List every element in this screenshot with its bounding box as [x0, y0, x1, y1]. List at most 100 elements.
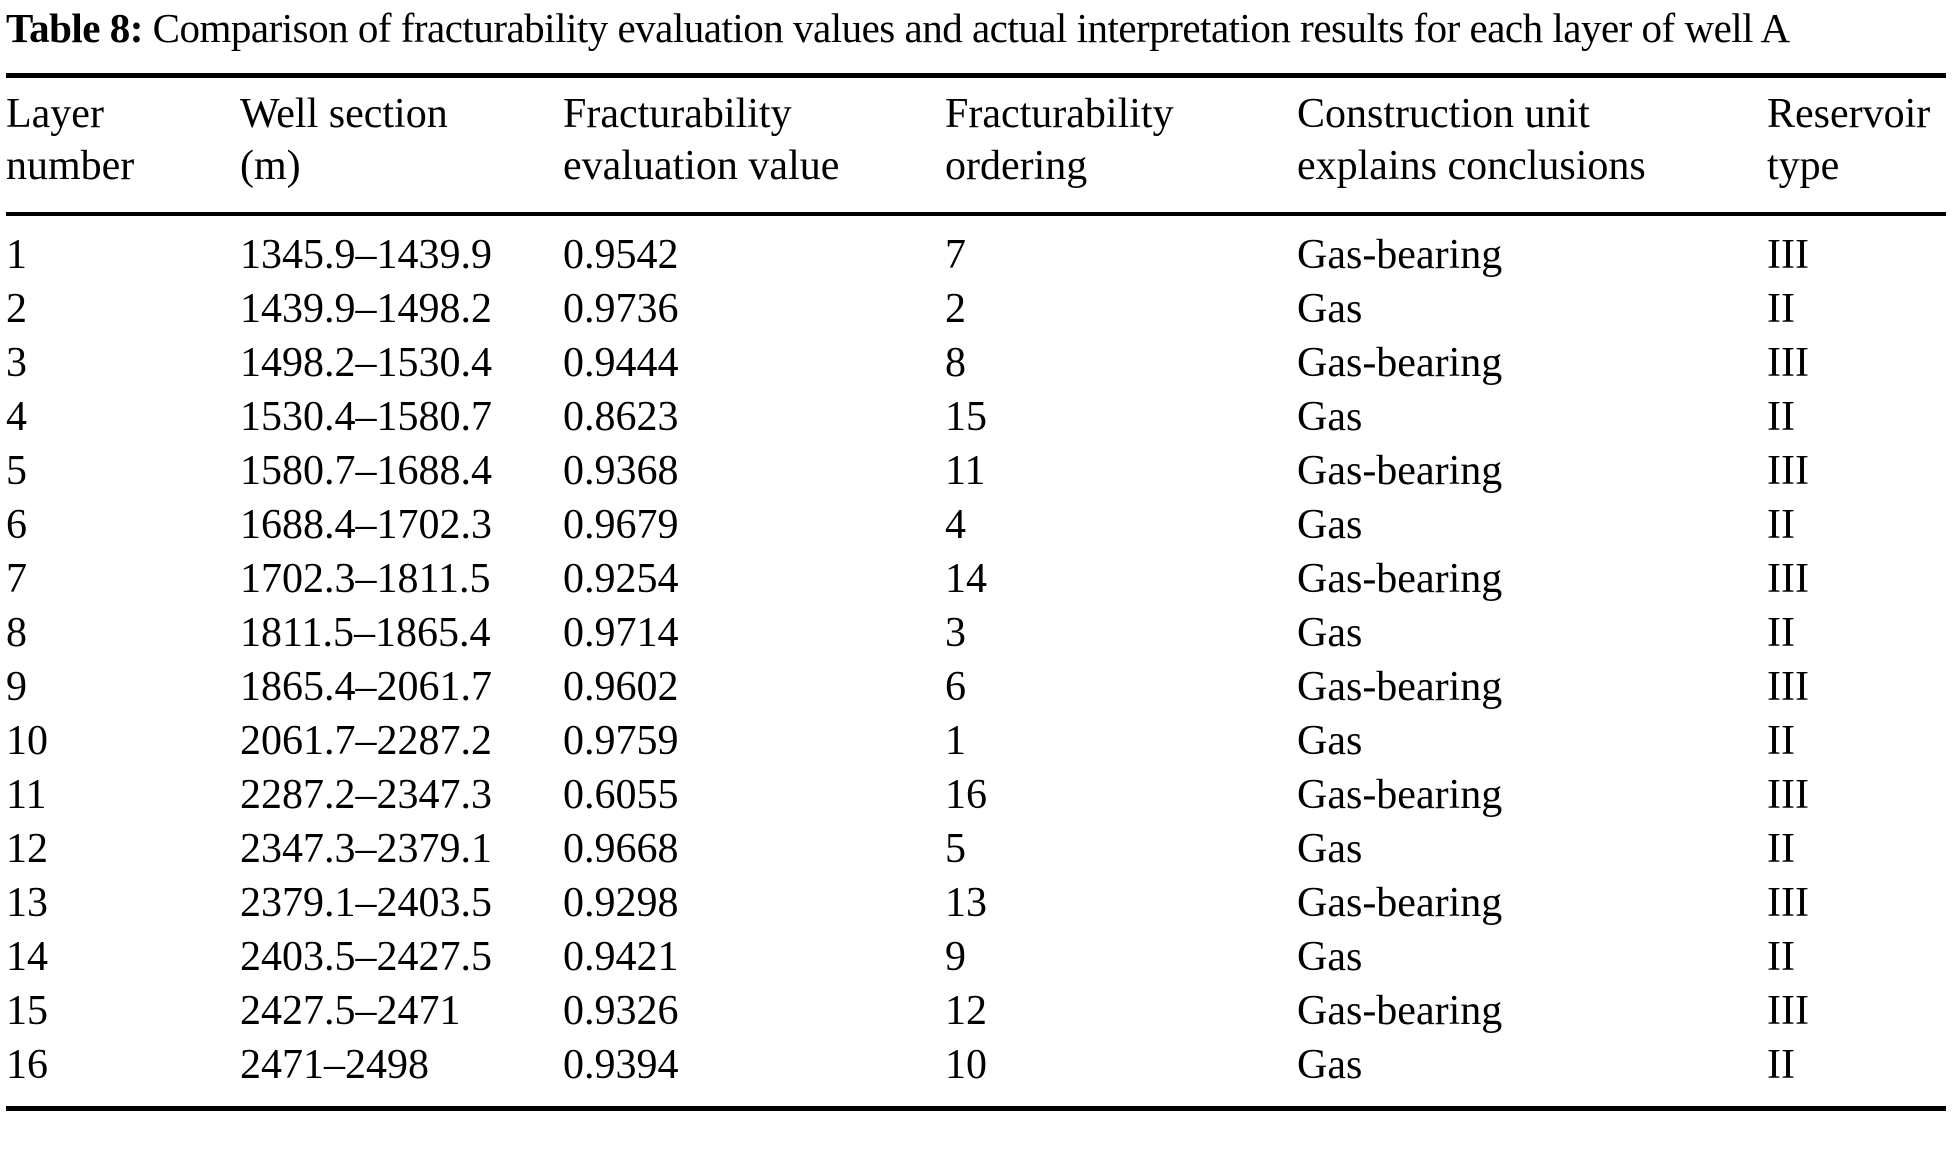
cell-conclusion: Gas-bearing [1297, 340, 1503, 386]
cell-evaluation-value: 0.9444 [563, 340, 679, 386]
data-table: Layer number Well section (m) Fracturabi… [6, 73, 1946, 1111]
cell-evaluation-value: 0.9298 [563, 880, 679, 926]
cell-reservoir-type: III [1767, 772, 1809, 818]
column-header-layer-number: Layer number [6, 75, 240, 216]
table-row: 14 2403.5–2427.5 0.9421 9 Gas II [6, 930, 1946, 984]
cell-conclusion: Gas-bearing [1297, 772, 1503, 818]
column-header-ordering: Fracturability ordering [945, 75, 1297, 216]
cell-reservoir-type: II [1767, 1042, 1795, 1088]
cell-conclusion: Gas [1297, 718, 1363, 764]
table-header: Layer number Well section (m) Fracturabi… [6, 75, 1946, 216]
cell-evaluation-value: 0.9542 [563, 232, 679, 278]
cell-well-section: 1439.9–1498.2 [240, 286, 492, 332]
cell-evaluation-value: 0.8623 [563, 394, 679, 440]
table-body: 1 1345.9–1439.9 0.9542 7 Gas-bearing III… [6, 214, 1946, 1109]
cell-well-section: 2403.5–2427.5 [240, 934, 492, 980]
cell-conclusion: Gas-bearing [1297, 232, 1503, 278]
cell-evaluation-value: 0.9714 [563, 610, 679, 656]
table-row: 9 1865.4–2061.7 0.9602 6 Gas-bearing III [6, 660, 1946, 714]
cell-well-section: 1498.2–1530.4 [240, 340, 492, 386]
cell-layer-number: 3 [6, 340, 27, 386]
cell-ordering: 9 [945, 934, 966, 980]
cell-well-section: 2287.2–2347.3 [240, 772, 492, 818]
cell-well-section: 1345.9–1439.9 [240, 232, 492, 278]
cell-layer-number: 1 [6, 232, 27, 278]
cell-reservoir-type: III [1767, 664, 1809, 710]
cell-layer-number: 7 [6, 556, 27, 602]
table-row: 4 1530.4–1580.7 0.8623 15 Gas II [6, 390, 1946, 444]
cell-layer-number: 11 [6, 772, 47, 818]
cell-conclusion: Gas-bearing [1297, 556, 1503, 602]
cell-evaluation-value: 0.9679 [563, 502, 679, 548]
cell-well-section: 1811.5–1865.4 [240, 610, 491, 656]
table-row: 1 1345.9–1439.9 0.9542 7 Gas-bearing III [6, 214, 1946, 282]
cell-conclusion: Gas-bearing [1297, 664, 1503, 710]
column-header-text: type [1767, 143, 1840, 189]
cell-conclusion: Gas [1297, 286, 1363, 332]
table-caption-text: Comparison of fracturability evaluation … [142, 5, 1791, 51]
column-header-text: Fracturability [563, 91, 792, 137]
cell-reservoir-type: II [1767, 394, 1795, 440]
cell-conclusion: Gas-bearing [1297, 880, 1503, 926]
cell-conclusion: Gas [1297, 1042, 1363, 1088]
cell-conclusion: Gas [1297, 394, 1363, 440]
cell-reservoir-type: II [1767, 502, 1795, 548]
table-row: 6 1688.4–1702.3 0.9679 4 Gas II [6, 498, 1946, 552]
cell-well-section: 1688.4–1702.3 [240, 502, 492, 548]
table-row: 7 1702.3–1811.5 0.9254 14 Gas-bearing II… [6, 552, 1946, 606]
cell-reservoir-type: III [1767, 232, 1809, 278]
column-header-text: (m) [240, 143, 301, 189]
cell-well-section: 1530.4–1580.7 [240, 394, 492, 440]
cell-evaluation-value: 0.9368 [563, 448, 679, 494]
cell-ordering: 14 [945, 556, 987, 602]
cell-ordering: 6 [945, 664, 966, 710]
cell-conclusion: Gas [1297, 610, 1363, 656]
cell-reservoir-type: II [1767, 286, 1795, 332]
column-header-text: ordering [945, 143, 1088, 189]
cell-reservoir-type: II [1767, 610, 1795, 656]
cell-ordering: 1 [945, 718, 966, 764]
cell-reservoir-type: III [1767, 340, 1809, 386]
table-row: 16 2471–2498 0.9394 10 Gas II [6, 1038, 1946, 1109]
table-row: 8 1811.5–1865.4 0.9714 3 Gas II [6, 606, 1946, 660]
cell-layer-number: 10 [6, 718, 48, 764]
cell-ordering: 2 [945, 286, 966, 332]
cell-layer-number: 2 [6, 286, 27, 332]
cell-evaluation-value: 0.9668 [563, 826, 679, 872]
cell-conclusion: Gas-bearing [1297, 988, 1503, 1034]
table-row: 15 2427.5–2471 0.9326 12 Gas-bearing III [6, 984, 1946, 1038]
cell-layer-number: 16 [6, 1042, 48, 1088]
cell-well-section: 2379.1–2403.5 [240, 880, 492, 926]
cell-reservoir-type: III [1767, 556, 1809, 602]
cell-evaluation-value: 0.9759 [563, 718, 679, 764]
cell-reservoir-type: II [1767, 934, 1795, 980]
cell-ordering: 8 [945, 340, 966, 386]
cell-evaluation-value: 0.6055 [563, 772, 679, 818]
cell-layer-number: 14 [6, 934, 48, 980]
table-row: 2 1439.9–1498.2 0.9736 2 Gas II [6, 282, 1946, 336]
cell-well-section: 2471–2498 [240, 1042, 429, 1088]
cell-conclusion: Gas [1297, 934, 1363, 980]
cell-well-section: 1865.4–2061.7 [240, 664, 492, 710]
cell-conclusion: Gas [1297, 826, 1363, 872]
table-row: 11 2287.2–2347.3 0.6055 16 Gas-bearing I… [6, 768, 1946, 822]
cell-layer-number: 13 [6, 880, 48, 926]
table-row: 3 1498.2–1530.4 0.9444 8 Gas-bearing III [6, 336, 1946, 390]
cell-evaluation-value: 0.9394 [563, 1042, 679, 1088]
cell-layer-number: 12 [6, 826, 48, 872]
cell-conclusion: Gas-bearing [1297, 448, 1503, 494]
cell-ordering: 4 [945, 502, 966, 548]
cell-evaluation-value: 0.9736 [563, 286, 679, 332]
column-header-reservoir-type: Reservoir type [1767, 75, 1946, 216]
cell-ordering: 12 [945, 988, 987, 1034]
cell-layer-number: 6 [6, 502, 27, 548]
table-row: 5 1580.7–1688.4 0.9368 11 Gas-bearing II… [6, 444, 1946, 498]
column-header-evaluation-value: Fracturability evaluation value [563, 75, 945, 216]
cell-reservoir-type: II [1767, 718, 1795, 764]
table-header-row: Layer number Well section (m) Fracturabi… [6, 75, 1946, 216]
column-header-text: Fracturability [945, 91, 1174, 137]
table-row: 12 2347.3–2379.1 0.9668 5 Gas II [6, 822, 1946, 876]
cell-ordering: 5 [945, 826, 966, 872]
table-caption: Table 8: Comparison of fracturability ev… [6, 4, 1946, 53]
